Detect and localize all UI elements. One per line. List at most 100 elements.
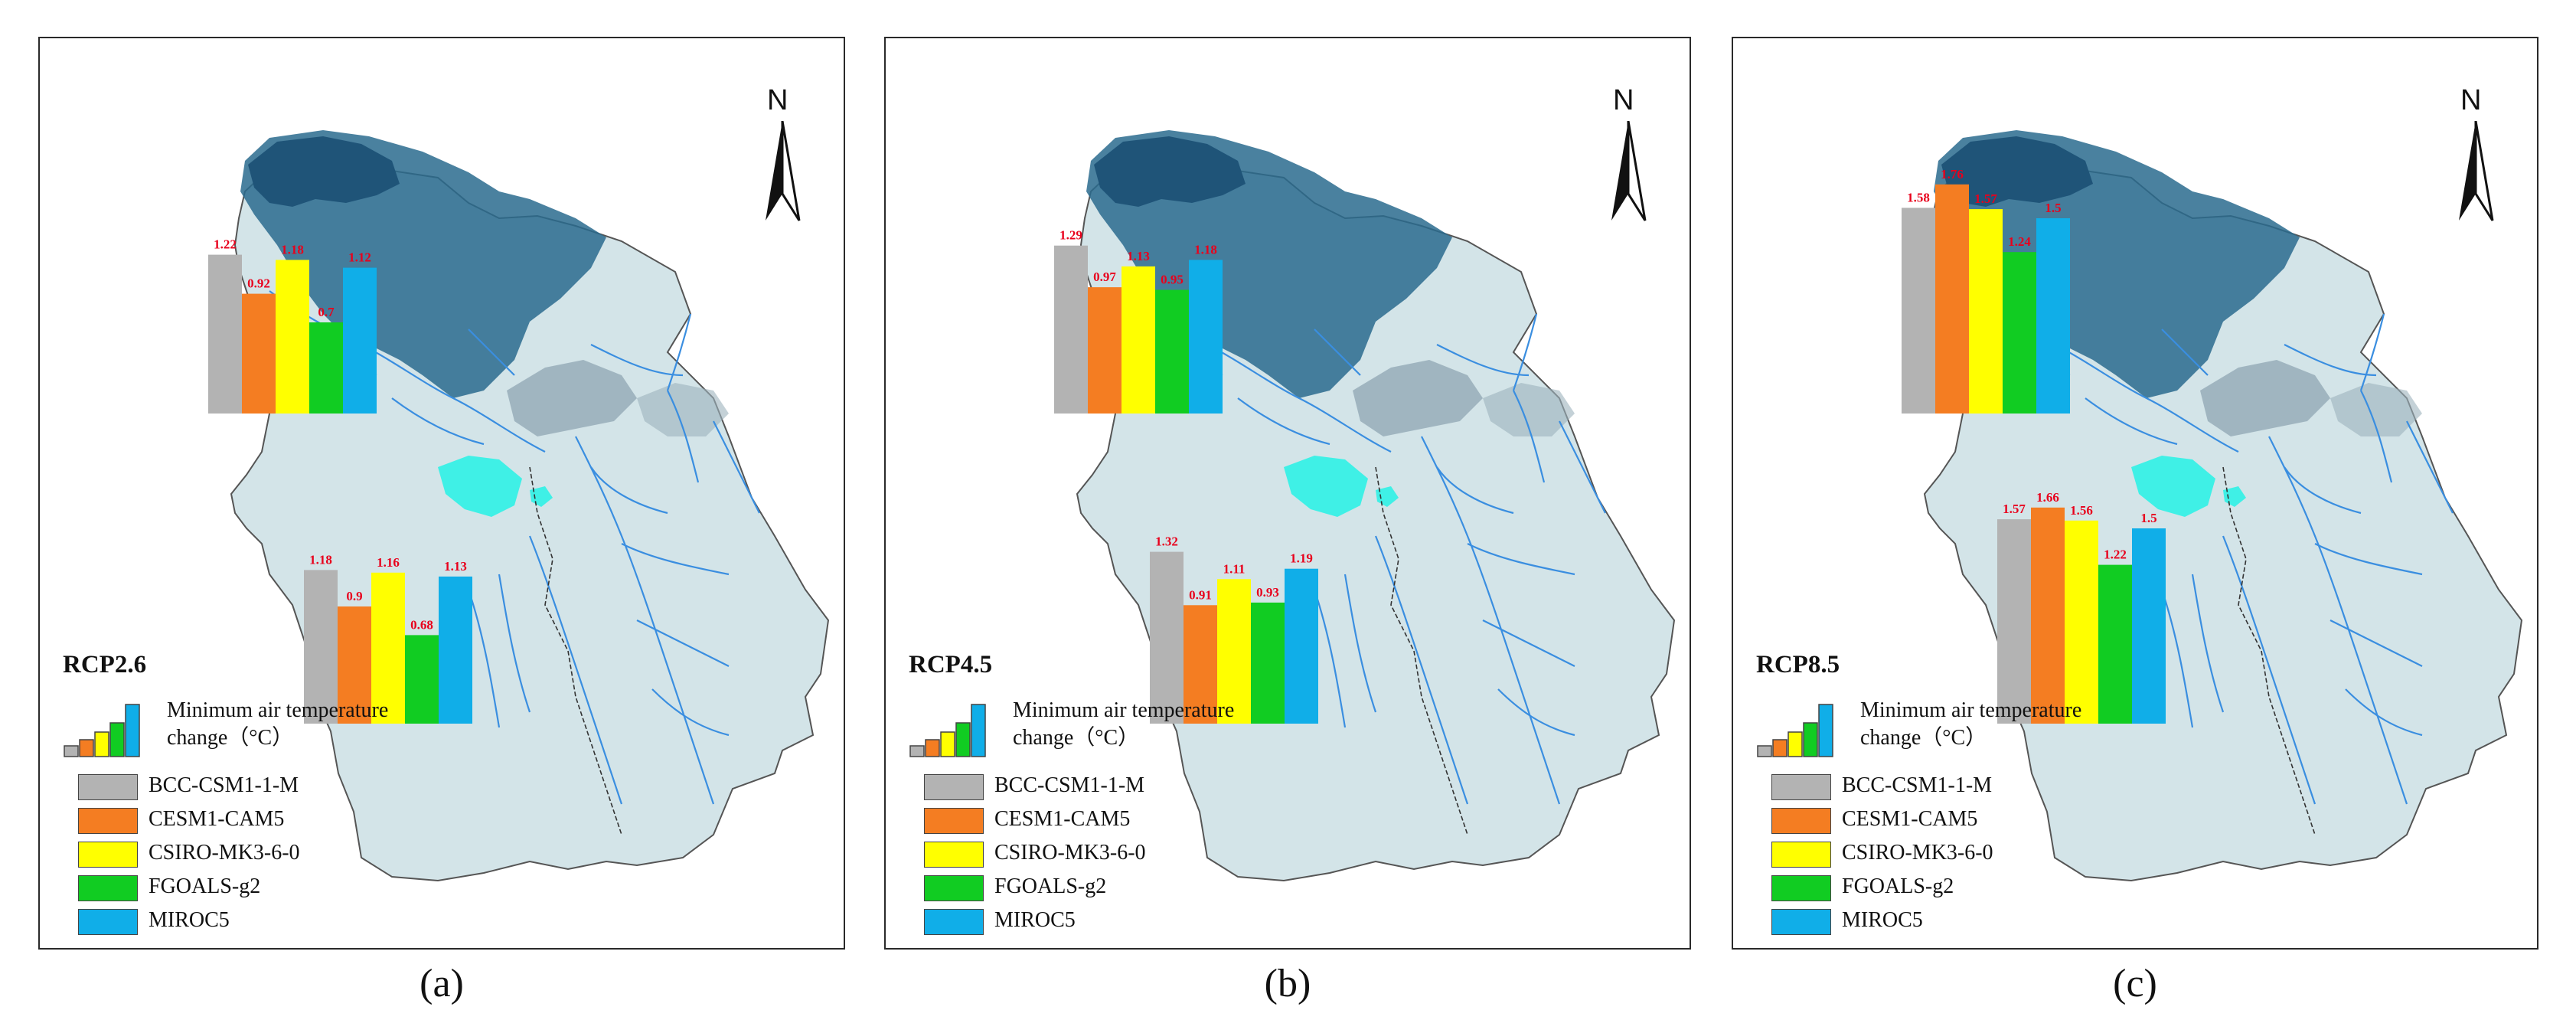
bar-value-label: 1.56 (2070, 503, 2093, 518)
bar (439, 576, 472, 724)
bar-chart-layer: 1.29 0.97 1.13 0.95 1.18 1.32 0.91 1.11 0.93 1.19 (1054, 228, 1318, 724)
bar-group-upper: 1.29 0.97 1.13 0.95 1.18 (1054, 228, 1223, 414)
hill-region (2200, 360, 2330, 436)
bar-group-upper: 1.58 1.76 1.57 1.24 1.5 (1902, 167, 2070, 414)
bar-value-label: 1.58 (1907, 190, 1930, 204)
north-arrow: N (1605, 84, 1651, 237)
north-label: N (1613, 84, 1634, 116)
legend-label: CESM1-CAM5 (149, 807, 285, 831)
map-panel-3: 1.58 1.76 1.57 1.24 1.5 1.57 1.66 1.56 1.22 1.5 N… (1732, 37, 2538, 950)
legend-label: BCC-CSM1-1-M (149, 773, 299, 797)
legend-label: CESM1-CAM5 (1842, 807, 1978, 831)
panel-caption: (a) (420, 962, 464, 1005)
bar-value-label: 0.93 (1256, 585, 1279, 600)
scenario-label: RCP2.6 (63, 651, 147, 678)
legend-title-row: Minimum air temperature change（°C） (63, 697, 415, 763)
bar (2098, 564, 2132, 724)
bar (338, 606, 371, 724)
panel-caption: (b) (1264, 962, 1311, 1005)
bar-value-label: 1.29 (1059, 228, 1082, 243)
lake (438, 456, 522, 517)
bar-value-label: 1.18 (281, 242, 304, 257)
bar (1217, 579, 1251, 724)
bar (2031, 507, 2065, 724)
legend-swatch (924, 842, 984, 868)
legend-title: Minimum air temperature change（°C） (1860, 697, 2081, 752)
bar (1902, 208, 1935, 414)
north-arrow-icon (2459, 121, 2494, 221)
legend-label: MIROC5 (149, 908, 230, 932)
lake (1284, 456, 1368, 517)
bar (2036, 218, 2070, 414)
bar (1969, 209, 2003, 414)
legend-swatch (1771, 774, 1831, 800)
legend-title-row: Minimum air temperature change（°C） (909, 697, 1261, 763)
bar (405, 635, 439, 724)
legend-label: MIROC5 (1842, 908, 1923, 932)
bar (1285, 568, 1318, 724)
bar-group-lower: 1.32 0.91 1.11 0.93 1.19 (1150, 534, 1318, 724)
hill-region (1353, 360, 1483, 436)
bar-value-label: 1.13 (1127, 249, 1150, 263)
bar (276, 260, 309, 414)
bar-value-label: 1.18 (1194, 242, 1217, 257)
bar (1054, 245, 1088, 414)
bar-value-label: 0.91 (1189, 587, 1212, 602)
bar (1189, 260, 1223, 414)
sub-basin-boundary (529, 466, 622, 835)
legend-swatch (78, 808, 138, 834)
north-arrow-icon (1611, 121, 1647, 221)
legend-swatch (1771, 842, 1831, 868)
bar (1997, 519, 2031, 724)
scenario-label: RCP8.5 (1756, 651, 1840, 678)
bar-value-label: 1.66 (2036, 490, 2059, 505)
lake (2131, 456, 2215, 517)
bar-value-label: 1.16 (377, 555, 400, 570)
bar-group-upper: 1.22 0.92 1.18 0.7 1.12 (208, 237, 377, 414)
legend-swatch (78, 909, 138, 935)
legend-title-line2: change（°C） (167, 726, 294, 750)
scenario-label: RCP4.5 (909, 651, 993, 678)
mountain-core (248, 136, 400, 207)
legend-label: FGOALS-g2 (149, 874, 261, 898)
bar-value-label: 1.57 (2003, 502, 2026, 516)
mountain-core (1094, 136, 1246, 207)
bar (1935, 184, 1969, 414)
bar-value-label: 1.11 (1223, 561, 1246, 576)
bar (1251, 602, 1285, 724)
legend-title: Minimum air temperature change（°C） (167, 697, 388, 752)
legend-swatch (924, 909, 984, 935)
bar (208, 254, 242, 414)
legend-label: MIROC5 (994, 908, 1076, 932)
hill-region (507, 360, 637, 436)
bar (304, 570, 338, 724)
bar-chart-legend-icon (1757, 704, 1833, 757)
hill-region-2 (637, 383, 729, 436)
bar (309, 322, 343, 414)
hill-region-2 (1483, 383, 1575, 436)
legend-label: CESM1-CAM5 (994, 807, 1131, 831)
legend-title-line1: Minimum air temperature (167, 698, 389, 722)
bar-value-label: 1.22 (2104, 548, 2127, 562)
bar-value-label: 0.7 (318, 305, 335, 319)
legend-label: CSIRO-MK3-6-0 (1842, 841, 1993, 865)
bar (1184, 605, 1217, 724)
sub-basin-boundary (2222, 466, 2316, 835)
north-arrow: N (759, 84, 805, 237)
bar-value-label: 0.9 (346, 589, 362, 603)
bar (2065, 520, 2098, 724)
legend-swatch (924, 808, 984, 834)
legend-title-line1: Minimum air temperature (1860, 698, 2082, 722)
panel-caption: (c) (2113, 962, 2157, 1005)
legend-swatch (78, 875, 138, 901)
bar-value-label: 1.13 (444, 559, 467, 574)
bar-chart-legend-icon (64, 704, 140, 757)
bar (1088, 287, 1121, 414)
legend-swatch (78, 842, 138, 868)
legend-label: CSIRO-MK3-6-0 (149, 841, 300, 865)
bar (343, 267, 377, 414)
bar-value-label: 1.5 (2045, 201, 2061, 215)
legend-label: CSIRO-MK3-6-0 (994, 841, 1146, 865)
bar-group-lower: 1.18 0.9 1.16 0.68 1.13 (304, 552, 472, 724)
bar (1121, 266, 1155, 414)
